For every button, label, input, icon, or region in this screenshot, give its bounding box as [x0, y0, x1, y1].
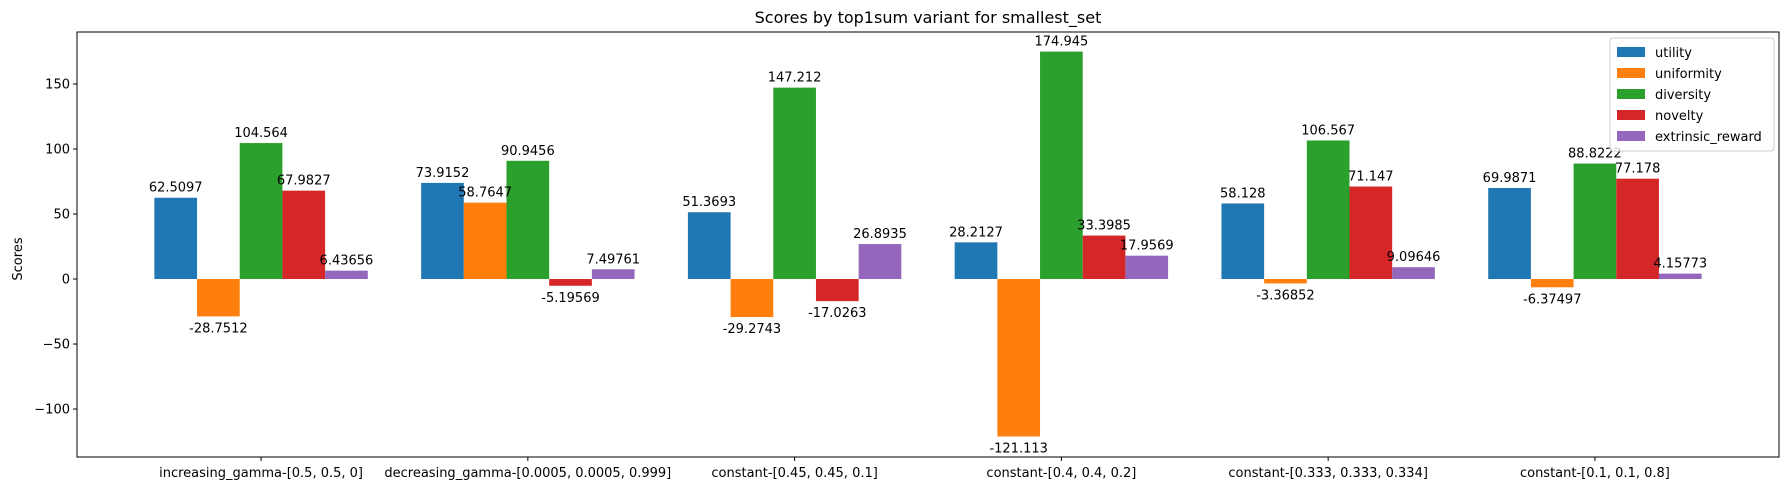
bar-extrinsic_reward-4	[1392, 267, 1435, 280]
data-label: -6.37497	[1523, 292, 1581, 307]
legend-label-diversity: diversity	[1655, 88, 1711, 103]
bar-diversity-2	[773, 87, 816, 280]
x-tick-label: constant-[0.45, 0.45, 0.1]	[711, 466, 877, 481]
data-label: -17.0263	[808, 306, 866, 321]
data-label: -121.113	[989, 441, 1047, 456]
bar-novelty-3	[1082, 235, 1126, 280]
y-tick-label: 0	[62, 273, 70, 288]
bar-novelty-0	[282, 190, 326, 280]
bar-diversity-1	[506, 160, 550, 280]
bar-utility-0	[154, 197, 198, 280]
legend-label-novelty: novelty	[1655, 109, 1704, 124]
data-label: -29.2743	[723, 322, 781, 337]
data-label: 51.3693	[682, 195, 736, 210]
y-axis: −100 −50 0 50 100 150	[34, 78, 77, 418]
data-label: 147.212	[768, 71, 822, 86]
bar-diversity-5	[1573, 163, 1617, 280]
data-label: -28.7512	[189, 321, 247, 336]
bar-extrinsic_reward-0	[325, 270, 368, 280]
data-label: 69.9871	[1483, 171, 1537, 186]
data-labels: 62.5097 73.9152 51.3693 28.2127 58.128 69.987…	[149, 35, 1707, 457]
x-tick-label: constant-[0.4, 0.4, 0.2]	[986, 466, 1136, 481]
data-label: 77.178	[1615, 162, 1661, 177]
bar-novelty-5	[1616, 178, 1659, 280]
bar-uniformity-3	[997, 279, 1041, 437]
legend-swatch-uniformity	[1617, 68, 1645, 78]
data-label: 28.2127	[949, 225, 1003, 240]
bar-diversity-4	[1306, 140, 1350, 280]
data-label: -5.19569	[541, 291, 599, 306]
data-label: 67.9827	[277, 174, 331, 189]
y-tick-label: 50	[53, 208, 70, 223]
x-axis: increasing_gamma-[0.5, 0.5, 0] decreasing…	[159, 457, 1670, 481]
y-tick-label: 100	[45, 143, 70, 158]
data-label: 17.9569	[1120, 239, 1174, 254]
data-label: 7.49761	[586, 252, 640, 267]
legend-label-extrinsic_reward: extrinsic_reward	[1655, 130, 1762, 145]
bar-utility-4	[1221, 203, 1265, 280]
legend-label-utility: utility	[1655, 46, 1692, 61]
bar-extrinsic_reward-1	[591, 269, 635, 280]
data-label: 6.43656	[320, 254, 374, 269]
bar-diversity-3	[1040, 51, 1083, 280]
bar-novelty-2	[815, 279, 859, 302]
legend-swatch-diversity	[1617, 89, 1645, 99]
chart-title: Scores by top1sum variant for smallest_s…	[755, 8, 1102, 28]
x-tick-label: decreasing_gamma-[0.0005, 0.0005, 0.999]	[384, 466, 671, 481]
y-tick-label: −50	[43, 338, 70, 353]
x-tick-label: constant-[0.333, 0.333, 0.334]	[1228, 466, 1428, 481]
bars	[154, 51, 1702, 437]
data-label: 26.8935	[853, 227, 907, 242]
bar-utility-3	[954, 242, 998, 280]
y-tick-label: 150	[45, 78, 70, 93]
data-label: 104.564	[234, 126, 288, 141]
x-tick-label: constant-[0.1, 0.1, 0.8]	[1520, 466, 1670, 481]
legend-label-uniformity: uniformity	[1655, 67, 1722, 82]
data-label: 106.567	[1301, 123, 1355, 138]
data-label: -3.36852	[1256, 288, 1314, 303]
data-label: 90.9456	[501, 144, 555, 159]
bar-novelty-4	[1349, 186, 1393, 280]
data-label: 71.147	[1348, 170, 1394, 185]
bar-utility-2	[687, 212, 731, 280]
data-label: 62.5097	[149, 181, 203, 196]
plot-frame	[76, 31, 1780, 458]
legend-swatch-utility	[1617, 47, 1645, 57]
data-label: 58.7647	[458, 186, 512, 201]
data-label: 174.945	[1035, 35, 1089, 50]
legend: utility uniformity diversity novelty extrins…	[1609, 37, 1775, 152]
bar-uniformity-2	[730, 279, 774, 318]
bar-utility-5	[1488, 188, 1531, 280]
bar-extrinsic_reward-3	[1125, 255, 1169, 280]
data-label: 4.15773	[1653, 257, 1707, 272]
bar-novelty-1	[549, 279, 592, 286]
data-label: 73.9152	[416, 166, 470, 181]
legend-swatch-novelty	[1617, 110, 1645, 120]
bar-uniformity-0	[197, 279, 240, 317]
y-axis-label: Scores	[11, 237, 26, 280]
bar-extrinsic_reward-5	[1658, 273, 1702, 280]
legend-box	[1609, 37, 1775, 152]
bar-uniformity-1	[463, 202, 507, 280]
y-tick-label: −100	[34, 403, 70, 418]
bar-uniformity-4	[1264, 279, 1307, 284]
data-label: 58.128	[1220, 186, 1266, 201]
data-label: 88.8222	[1568, 147, 1622, 162]
data-label: 9.09646	[1387, 250, 1441, 265]
bar-diversity-0	[239, 143, 283, 280]
legend-swatch-extrinsic_reward	[1617, 131, 1645, 141]
bar-extrinsic_reward-2	[858, 244, 902, 280]
bar-uniformity-5	[1530, 279, 1574, 288]
data-label: 33.3985	[1077, 219, 1131, 234]
x-tick-label: increasing_gamma-[0.5, 0.5, 0]	[159, 466, 363, 481]
bar-utility-1	[421, 182, 464, 280]
